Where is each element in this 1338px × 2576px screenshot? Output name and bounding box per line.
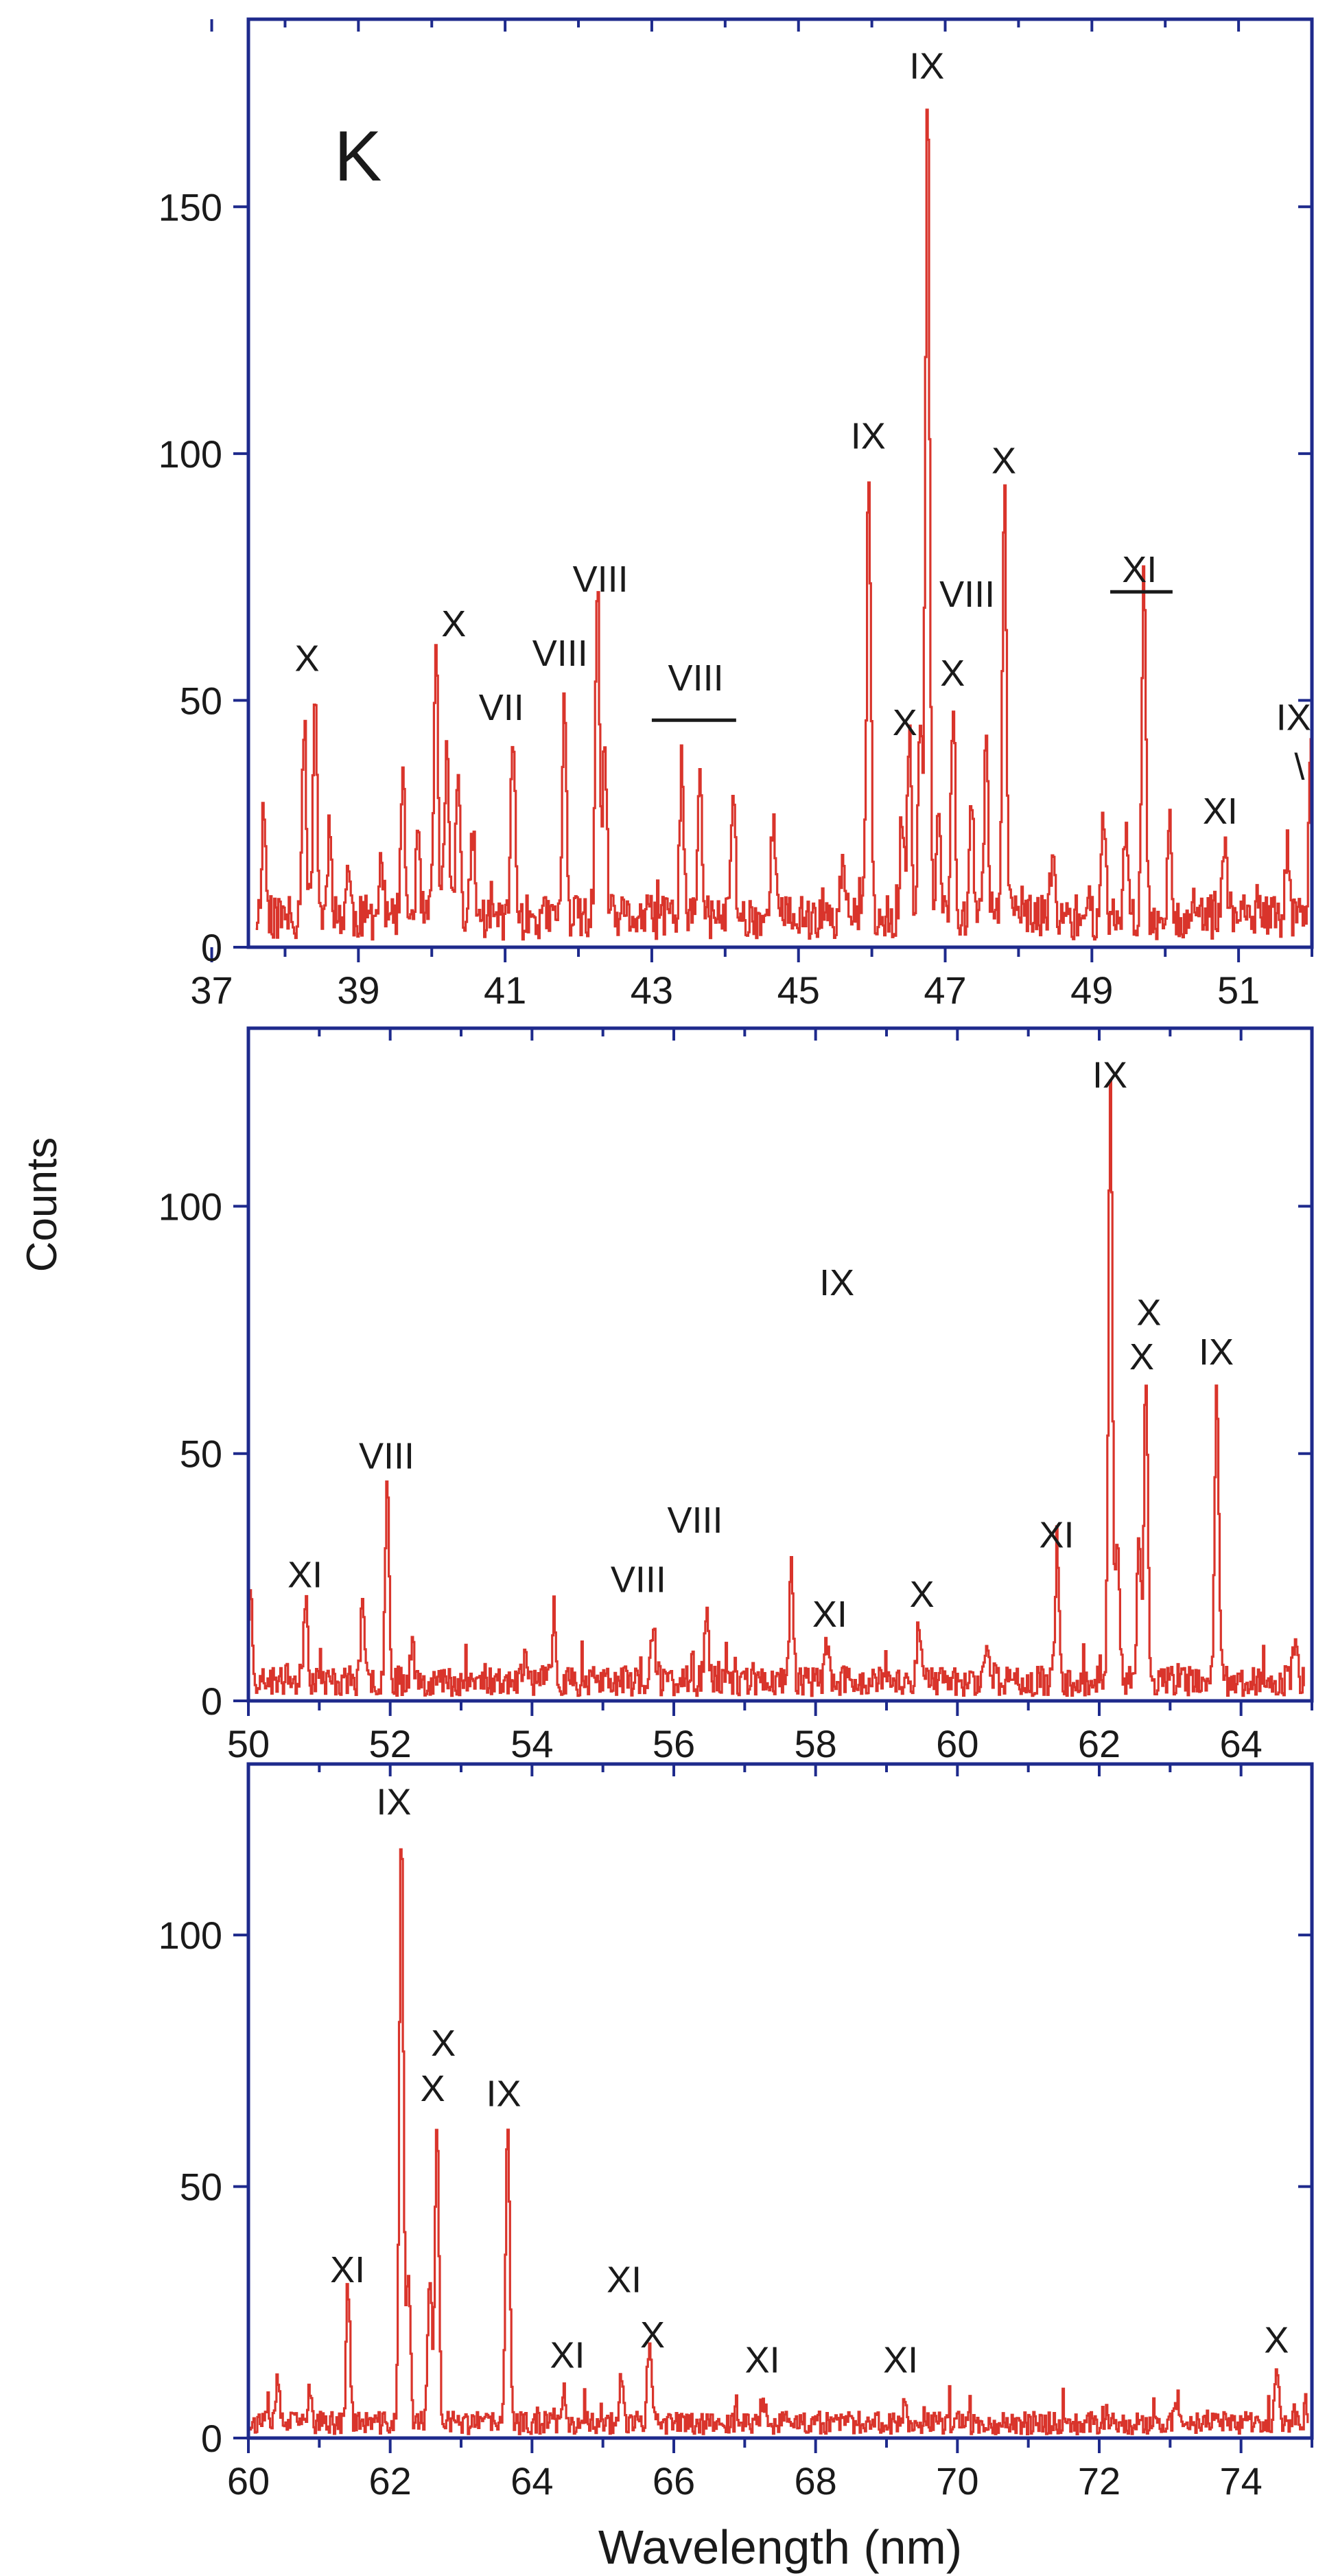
ion-annotation: XI — [550, 2334, 585, 2376]
spectrum-trace-1 — [255, 108, 1313, 941]
y-tick-label: 50 — [180, 679, 222, 722]
ion-annotation: VIII — [573, 559, 629, 600]
ion-annotation: IX — [819, 1262, 854, 1303]
ion-annotation: X — [421, 2068, 445, 2109]
ion-annotation: X — [1264, 2319, 1289, 2360]
x-tick-label: 70 — [936, 2459, 978, 2503]
ion-annotation: X — [295, 638, 320, 679]
ion-annotation: VIII — [668, 658, 724, 699]
x-tick-label: 68 — [795, 2459, 837, 2503]
panel-label: K — [334, 117, 382, 196]
ion-annotation: XI — [1203, 791, 1238, 832]
x-tick-label: 58 — [795, 1722, 837, 1765]
y-tick-label: 0 — [201, 926, 222, 969]
ion-annotation: \ — [1294, 746, 1304, 787]
y-tick-label: 0 — [201, 1680, 222, 1723]
ion-annotation: X — [893, 702, 917, 743]
ion-annotation: X — [940, 653, 965, 694]
ion-annotation: VIII — [359, 1435, 414, 1476]
ion-annotation: VIII — [667, 1500, 723, 1541]
y-tick-label: 100 — [159, 432, 222, 476]
ion-annotation: XI — [745, 2340, 780, 2381]
x-tick-label: 72 — [1078, 2459, 1120, 2503]
y-tick-label: 150 — [159, 185, 222, 229]
y-axis-label: Counts — [19, 1137, 66, 1272]
ion-annotation: VII — [479, 687, 524, 728]
ion-annotation: IX — [1199, 1332, 1234, 1373]
panel-2: 50 52 54 56 58 60 62 64050100XIVIIIVIIIVIIIIXXI… — [159, 1026, 1314, 1765]
ion-annotation: XI — [607, 2259, 642, 2300]
x-tick-label: 66 — [653, 2459, 695, 2503]
x-tick-label: 60 — [227, 2459, 270, 2503]
ion-annotation: X — [910, 1574, 935, 1615]
ion-annotation: XI — [330, 2249, 365, 2290]
plot-frame-2 — [246, 1026, 1314, 1703]
x-tick-label: 74 — [1220, 2459, 1263, 2503]
x-tick-label: 41 — [484, 968, 526, 1012]
x-tick-label: 56 — [653, 1722, 695, 1765]
ion-annotation: X — [431, 2023, 456, 2064]
y-tick-label: 50 — [180, 1432, 222, 1476]
panels: 37 39 41 43 45 47 49 51050100150KXXVIIVIIIVIIIV… — [159, 17, 1314, 2503]
ion-annotation: IX — [1276, 697, 1311, 739]
plot-frame-3 — [246, 1762, 1314, 2440]
x-tick-label: 64 — [1220, 1722, 1263, 1765]
x-tick-label: 50 — [227, 1722, 270, 1765]
ion-annotation: IX — [376, 1781, 411, 1822]
ion-annotation: X — [441, 603, 466, 645]
ion-annotation: X — [1129, 1336, 1154, 1378]
ion-annotation: X — [991, 441, 1016, 482]
ion-annotation: VIII — [532, 633, 588, 674]
x-tick-label: 64 — [510, 2459, 553, 2503]
ion-annotation: VIII — [939, 574, 995, 615]
panel-1: 37 39 41 43 45 47 49 51050100150KXXVIIVIIIVIIIV… — [159, 17, 1314, 1012]
ion-annotation: X — [1136, 1292, 1161, 1333]
ion-annotation: IX — [1092, 1054, 1127, 1095]
x-tick-label: 37 — [190, 968, 233, 1012]
x-tick-label: 62 — [369, 2459, 412, 2503]
ion-annotation: XI — [812, 1594, 847, 1635]
x-tick-label: 51 — [1217, 968, 1260, 1012]
ion-annotation: VIII — [611, 1559, 666, 1600]
ion-annotation: X — [640, 2314, 665, 2356]
ion-annotation: IX — [909, 45, 944, 86]
y-tick-label: 0 — [201, 2417, 222, 2460]
ion-annotation: XI — [883, 2340, 918, 2381]
x-tick-label: 52 — [369, 1722, 412, 1765]
x-tick-label: 45 — [777, 968, 820, 1012]
x-tick-label: 54 — [510, 1722, 553, 1765]
x-tick-label: 49 — [1070, 968, 1113, 1012]
y-tick-label: 100 — [159, 1914, 222, 1957]
ion-annotation: IX — [486, 2073, 521, 2114]
x-tick-label: 47 — [924, 968, 966, 1012]
plot-frame-1 — [246, 17, 1314, 949]
ion-annotation: XI — [1122, 549, 1157, 590]
ion-annotation: XI — [1039, 1515, 1074, 1556]
x-tick-label: 62 — [1078, 1722, 1120, 1765]
ion-annotation: IX — [851, 416, 886, 457]
spectrum-trace-3 — [248, 1848, 1309, 2435]
x-tick-label: 43 — [631, 968, 673, 1012]
y-tick-label: 50 — [180, 2166, 222, 2209]
spectrum-trace-2 — [248, 1079, 1305, 1697]
x-tick-label: 39 — [337, 968, 379, 1012]
y-tick-label: 100 — [159, 1185, 222, 1228]
x-axis-label: Wavelength (nm) — [598, 2520, 962, 2574]
ion-annotation: XI — [287, 1554, 322, 1595]
x-tick-label: 60 — [936, 1722, 978, 1765]
